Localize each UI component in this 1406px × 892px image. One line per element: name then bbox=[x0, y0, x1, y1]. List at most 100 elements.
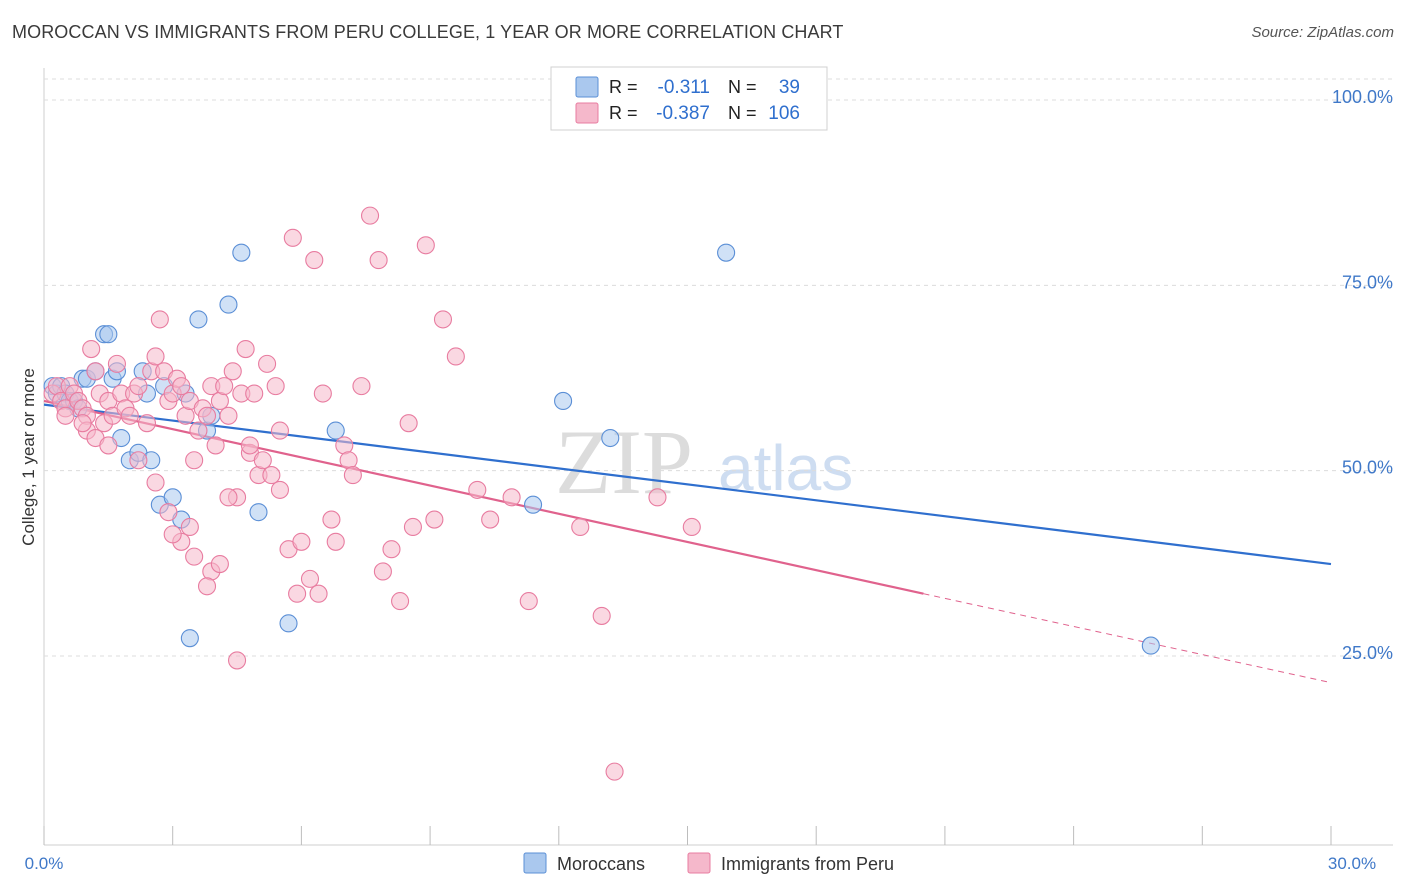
point-peru-91 bbox=[56, 406, 75, 425]
legend-n-label-1: N = bbox=[728, 77, 757, 97]
point-peru-29 bbox=[172, 377, 191, 396]
source-label: Source: ZipAtlas.com bbox=[1251, 24, 1394, 41]
legend-n-value-2: 106 bbox=[768, 103, 800, 124]
point-peru-59 bbox=[326, 532, 345, 551]
point-peru-58 bbox=[322, 510, 341, 529]
point-peru-39 bbox=[215, 377, 234, 396]
point-peru-9 bbox=[82, 340, 101, 359]
point-peru-96 bbox=[163, 525, 182, 544]
y-axis-label: College, 1 year or more bbox=[19, 368, 38, 546]
point-moroccans-35 bbox=[1141, 636, 1160, 655]
legend-swatch-moroccans bbox=[575, 76, 599, 98]
point-peru-74 bbox=[481, 510, 500, 529]
point-moroccans-26 bbox=[219, 295, 238, 314]
watermark-zip: ZIP bbox=[555, 411, 693, 513]
point-peru-70 bbox=[416, 236, 435, 255]
point-peru-88 bbox=[270, 421, 290, 440]
point-peru-64 bbox=[360, 206, 380, 225]
point-peru-20 bbox=[129, 377, 148, 396]
trend-line-moroccans bbox=[43, 403, 1332, 566]
chart-title: MOROCCAN VS IMMIGRANTS FROM PERU COLLEGE… bbox=[12, 22, 844, 42]
point-peru-87 bbox=[228, 651, 247, 670]
point-peru-78 bbox=[592, 606, 611, 625]
point-peru-89 bbox=[283, 228, 302, 247]
point-peru-79 bbox=[605, 762, 624, 781]
bottom-legend-swatch-peru bbox=[687, 852, 711, 874]
point-peru-93 bbox=[99, 436, 118, 455]
point-peru-51 bbox=[266, 377, 285, 396]
x-tick-label-min: 0.0% bbox=[25, 854, 64, 873]
y-tick-label-50: 50.0% bbox=[1342, 458, 1393, 478]
point-peru-32 bbox=[185, 451, 204, 470]
point-peru-55 bbox=[292, 532, 311, 551]
x-tick-label-max: 30.0% bbox=[1328, 854, 1376, 873]
point-moroccans-34 bbox=[717, 243, 736, 262]
point-peru-15 bbox=[107, 354, 126, 373]
data-points bbox=[43, 206, 1160, 781]
point-peru-41 bbox=[223, 362, 242, 381]
point-peru-100 bbox=[240, 436, 259, 455]
bottom-legend-swatch-moroccans bbox=[523, 852, 547, 874]
point-peru-97 bbox=[180, 517, 199, 537]
trend-line-peru-extension bbox=[923, 593, 1332, 684]
y-tick-label-100: 100.0% bbox=[1332, 87, 1393, 107]
point-peru-35 bbox=[197, 406, 217, 425]
watermark-atlas: atlas bbox=[718, 432, 853, 504]
correlation-legend: R = -0.311 N = 39 R = -0.387 N = 106 bbox=[550, 66, 828, 131]
point-peru-52 bbox=[270, 480, 290, 499]
point-peru-63 bbox=[352, 377, 371, 396]
series-legend: Moroccans Immigrants from Peru bbox=[523, 852, 894, 874]
point-peru-84 bbox=[185, 547, 204, 566]
point-moroccans-30 bbox=[326, 421, 345, 440]
point-peru-37 bbox=[206, 436, 225, 455]
point-peru-50 bbox=[262, 466, 281, 485]
legend-r-value-1: -0.311 bbox=[658, 77, 710, 98]
point-peru-24 bbox=[150, 310, 169, 329]
bottom-legend-label-peru: Immigrants from Peru bbox=[721, 854, 894, 874]
point-peru-102 bbox=[373, 562, 392, 581]
legend-r-label-2: R = bbox=[609, 103, 638, 123]
legend-swatch-peru bbox=[575, 102, 599, 124]
point-peru-56 bbox=[300, 569, 320, 588]
bottom-legend-label-moroccans: Moroccans bbox=[557, 854, 645, 874]
point-peru-67 bbox=[391, 592, 410, 611]
point-peru-57 bbox=[313, 384, 332, 403]
point-peru-62 bbox=[343, 466, 362, 485]
point-peru-69 bbox=[403, 517, 422, 537]
point-peru-94 bbox=[129, 451, 148, 470]
point-moroccans-32 bbox=[554, 391, 573, 410]
point-moroccans-22 bbox=[180, 629, 199, 648]
point-peru-77 bbox=[571, 517, 590, 537]
point-moroccans-29 bbox=[279, 614, 298, 633]
point-peru-72 bbox=[446, 347, 465, 366]
point-peru-46 bbox=[245, 384, 264, 403]
point-peru-75 bbox=[502, 488, 521, 507]
point-peru-105 bbox=[682, 517, 701, 537]
point-peru-66 bbox=[382, 540, 401, 559]
point-peru-65 bbox=[369, 251, 388, 270]
y-tick-label-75: 75.0% bbox=[1342, 272, 1393, 292]
point-peru-54 bbox=[288, 584, 307, 603]
y-tick-label-25: 25.0% bbox=[1342, 643, 1393, 663]
point-peru-99 bbox=[210, 554, 229, 574]
point-moroccans-28 bbox=[249, 503, 268, 522]
point-peru-23 bbox=[146, 347, 165, 366]
legend-r-value-2: -0.387 bbox=[656, 103, 710, 124]
point-peru-71 bbox=[433, 310, 453, 329]
point-peru-68 bbox=[399, 414, 418, 433]
point-peru-82 bbox=[159, 503, 178, 522]
point-peru-18 bbox=[120, 406, 139, 425]
legend-r-label-1: R = bbox=[609, 77, 638, 97]
point-peru-76 bbox=[519, 592, 538, 611]
gridlines bbox=[44, 99, 1393, 657]
point-peru-48 bbox=[253, 451, 272, 470]
point-peru-21 bbox=[137, 414, 157, 433]
point-peru-98 bbox=[197, 577, 217, 596]
point-peru-104 bbox=[648, 488, 667, 507]
point-moroccans-23 bbox=[189, 310, 208, 329]
legend-n-label-2: N = bbox=[728, 103, 757, 123]
point-peru-10 bbox=[86, 362, 105, 381]
point-peru-73 bbox=[468, 480, 487, 499]
point-peru-103 bbox=[425, 510, 444, 529]
